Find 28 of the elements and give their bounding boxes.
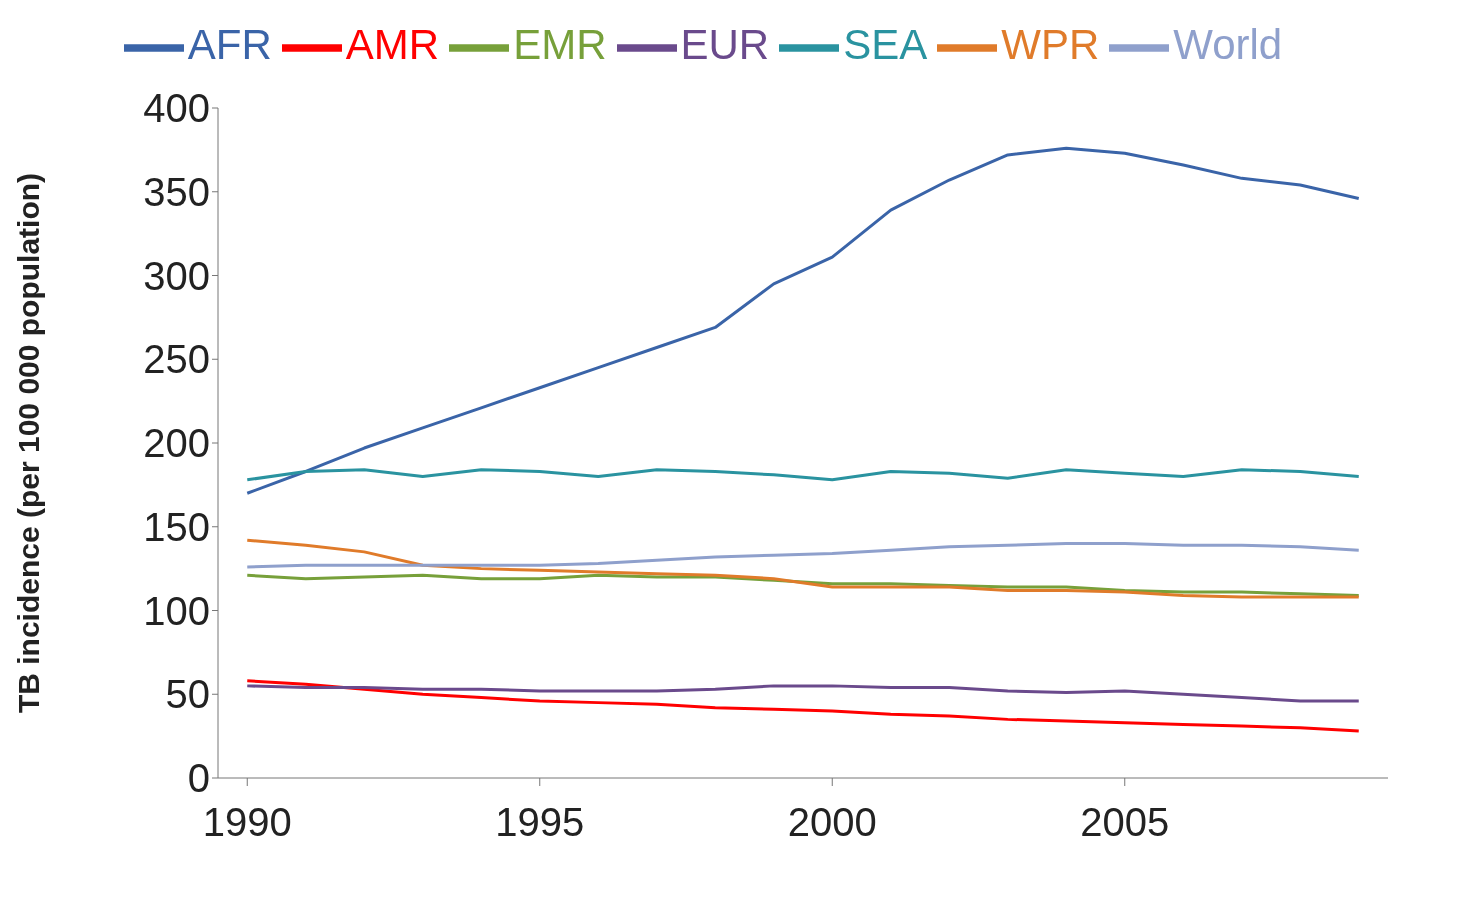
line-series	[245, 573, 1361, 597]
legend-label: EMR	[513, 21, 607, 69]
y-tick-label: 400	[143, 86, 210, 131]
y-tick-label: 300	[143, 253, 210, 298]
legend-label: AMR	[345, 21, 440, 69]
line-series	[245, 542, 1361, 569]
line-series	[245, 684, 1361, 703]
y-tick-label: 200	[143, 421, 210, 466]
x-tick-label: 2005	[1080, 800, 1170, 845]
legend-label: SEA	[843, 21, 928, 69]
x-tick-label: 1990	[202, 800, 292, 845]
legend-label: EUR	[680, 21, 770, 69]
line-series	[245, 146, 1361, 495]
x-tick-label: 2000	[787, 800, 877, 845]
y-tick-label: 100	[143, 588, 210, 633]
legend-label: World	[1173, 21, 1283, 69]
y-axis-title: TB incidence (per 100 000 population)	[11, 172, 45, 714]
y-tick-label: 50	[165, 672, 210, 717]
line-series	[245, 468, 1361, 482]
legend-label: AFR	[187, 21, 272, 69]
y-tick-label: 0	[187, 756, 210, 801]
line-series	[245, 679, 1361, 733]
y-tick-label: 150	[143, 504, 210, 549]
line-series	[245, 538, 1361, 599]
y-tick-label: 250	[143, 337, 210, 382]
x-tick-label: 1995	[495, 800, 585, 845]
y-tick-label: 350	[143, 169, 210, 214]
legend-label: WPR	[1001, 21, 1100, 69]
